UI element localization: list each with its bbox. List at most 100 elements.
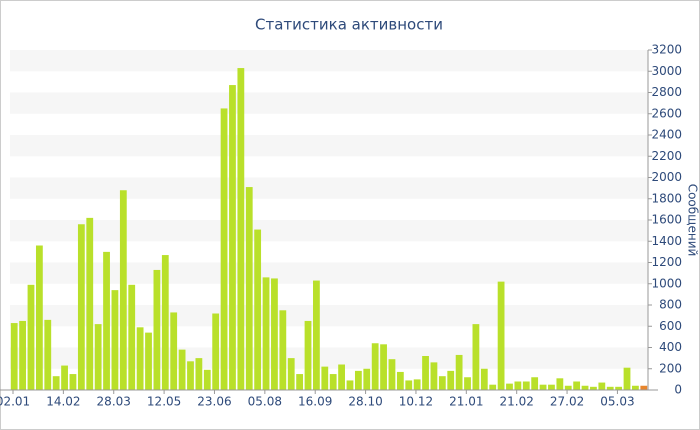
bar — [489, 384, 497, 390]
bar — [598, 382, 606, 390]
bar — [19, 320, 26, 390]
bar — [464, 377, 471, 390]
bar — [287, 358, 295, 390]
x-tick-label: 28.10 — [348, 395, 382, 409]
y-tick-label: 2800 — [651, 85, 682, 99]
bar — [346, 380, 354, 390]
bar — [245, 187, 253, 390]
bar — [61, 365, 68, 390]
y-tick-label: 3200 — [651, 43, 682, 57]
bar — [380, 344, 387, 390]
bar — [279, 310, 287, 390]
bar — [128, 284, 136, 390]
x-tick-label: 21.01 — [449, 395, 483, 409]
grid-band — [10, 262, 648, 284]
grid-band — [10, 177, 648, 199]
bar — [556, 378, 564, 390]
y-tick-label: 600 — [659, 319, 682, 333]
bar — [606, 386, 614, 390]
bar — [623, 367, 631, 390]
y-tick-label: 400 — [659, 340, 682, 354]
grid-band — [10, 347, 648, 369]
bar — [94, 324, 102, 390]
x-tick-label: 10.12 — [399, 395, 433, 409]
y-tick-label: 3000 — [651, 64, 682, 78]
x-tick-label: 05.08 — [248, 395, 282, 409]
bar — [77, 224, 85, 390]
bar — [581, 385, 589, 390]
y-axis-label: Сообщений — [686, 184, 700, 257]
bar — [220, 108, 228, 390]
bar — [564, 385, 572, 390]
bar — [539, 384, 547, 390]
bar — [187, 361, 194, 390]
bar — [27, 284, 35, 390]
bar — [396, 371, 404, 390]
bar — [103, 251, 110, 390]
x-tick-label: 23.06 — [197, 395, 231, 409]
x-tick-label: 02.01 — [0, 395, 30, 409]
bar — [195, 358, 203, 390]
bar — [178, 349, 186, 390]
bar — [161, 255, 169, 390]
bar — [119, 190, 127, 390]
bar — [313, 280, 320, 390]
bar — [514, 381, 522, 390]
bar — [296, 374, 304, 390]
bar — [497, 281, 505, 390]
bar — [271, 278, 278, 390]
y-tick-label: 0 — [674, 383, 682, 397]
bar — [203, 369, 211, 390]
x-tick-label: 14.02 — [46, 395, 80, 409]
bar — [10, 323, 18, 390]
bar — [430, 362, 438, 390]
bar — [304, 320, 312, 390]
bar — [254, 229, 262, 390]
bar — [354, 370, 362, 390]
bar — [522, 381, 530, 390]
bar — [229, 85, 236, 390]
bar — [69, 374, 77, 390]
bar — [388, 359, 396, 390]
bar — [590, 386, 597, 390]
bar — [405, 380, 413, 390]
bar — [371, 343, 379, 390]
grid-band — [10, 92, 648, 114]
y-tick-label: 2600 — [651, 106, 682, 120]
bar — [111, 290, 119, 390]
bar — [422, 356, 429, 390]
y-tick-label: 1200 — [651, 255, 682, 269]
bar — [44, 319, 52, 390]
bar — [531, 377, 539, 390]
x-tick-label: 12.05 — [147, 395, 181, 409]
y-tick-label: 2400 — [651, 128, 682, 142]
bar — [632, 385, 639, 390]
y-tick-label: 1800 — [651, 191, 682, 205]
bar — [338, 364, 345, 390]
bar — [145, 332, 152, 390]
grid-band — [10, 220, 648, 242]
bar — [640, 385, 648, 390]
bar — [170, 312, 178, 390]
x-tick-label: 27.02 — [550, 395, 584, 409]
bar — [438, 376, 446, 390]
bar — [329, 374, 337, 390]
bar — [363, 368, 371, 390]
bar — [52, 376, 60, 390]
x-tick-label: 05.03 — [600, 395, 634, 409]
bar — [153, 269, 161, 390]
bar — [262, 277, 270, 390]
bar — [447, 370, 455, 390]
bar — [35, 245, 43, 390]
y-tick-label: 800 — [659, 298, 682, 312]
x-tick-label: 21.02 — [500, 395, 534, 409]
bar — [136, 327, 144, 390]
y-tick-label: 1400 — [651, 234, 682, 248]
grid-band — [10, 305, 648, 327]
x-tick-label: 28.03 — [97, 395, 131, 409]
grid-band — [10, 50, 648, 72]
chart-title: Статистика активности — [255, 16, 443, 34]
bar — [472, 324, 480, 390]
bar — [413, 379, 421, 390]
